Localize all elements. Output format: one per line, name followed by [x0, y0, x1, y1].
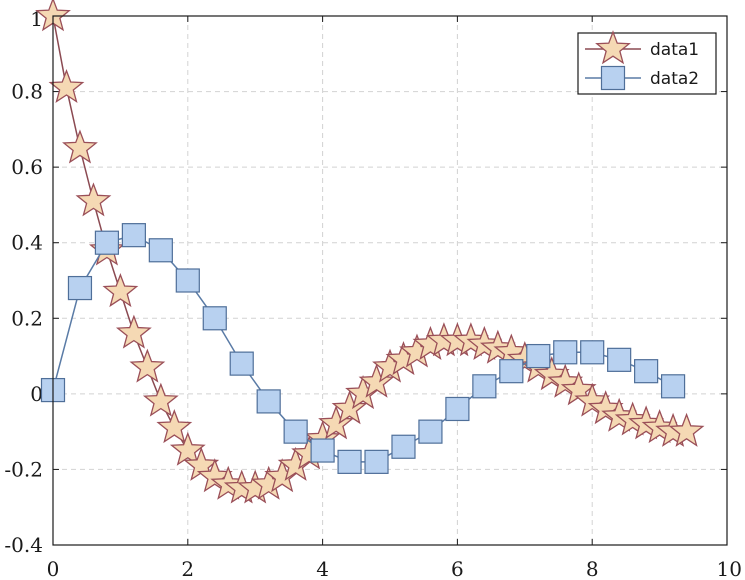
- series-data2: [40, 223, 686, 474]
- x-tick-label: 10: [717, 557, 742, 580]
- data2-point: [148, 238, 173, 263]
- x-tick-label: 6: [451, 557, 464, 580]
- data2-point: [607, 347, 632, 372]
- plot-background: [53, 16, 727, 545]
- data2-point: [256, 389, 281, 414]
- y-tick-label: -0.4: [4, 533, 43, 557]
- legend-label-data1: data1: [650, 40, 699, 60]
- data1-point: [115, 314, 152, 349]
- data1-point: [75, 182, 112, 217]
- data2-point: [499, 359, 524, 384]
- data2-point: [175, 268, 200, 293]
- x-tick-label: 8: [586, 557, 599, 580]
- y-tick-label: 0.2: [11, 306, 43, 330]
- data1-point: [62, 129, 98, 164]
- x-tick-label: 0: [47, 557, 60, 580]
- data2-point: [337, 449, 362, 474]
- data1-point: [48, 68, 85, 104]
- legend: data1 data2: [577, 30, 717, 95]
- plot-frame: [52, 15, 728, 546]
- data2-point: [310, 438, 335, 463]
- series-data1: [35, 0, 705, 504]
- data2-point: [391, 434, 416, 459]
- data1-point: [169, 431, 206, 466]
- data1-point: [358, 363, 395, 398]
- data1-point: [318, 405, 354, 440]
- data2-point: [94, 230, 120, 255]
- data2-point: [202, 306, 227, 331]
- data1-point: [102, 273, 139, 308]
- data1-point: [331, 390, 368, 425]
- legend-marker-data1: [595, 30, 631, 65]
- data2-point: [526, 343, 551, 369]
- x-tick-label: 2: [181, 557, 194, 580]
- data2-point: [580, 340, 605, 365]
- data1-point: [129, 348, 166, 383]
- data2-point: [634, 359, 659, 384]
- y-tick-labels: -0.4-0.200.20.40.60.81: [4, 7, 43, 557]
- data2-point: [472, 374, 497, 399]
- data1-point: [668, 412, 705, 447]
- y-tick-label: 0.8: [11, 80, 43, 104]
- legend-label-data2: data2: [650, 69, 699, 89]
- data1-point: [156, 409, 193, 444]
- data2-point: [364, 449, 389, 474]
- data2-point: [283, 419, 308, 444]
- data1-point: [142, 382, 179, 417]
- data2-point: [229, 351, 254, 376]
- data2-point: [121, 223, 146, 248]
- y-tick-label: 0: [30, 382, 43, 406]
- y-tick-label: -0.2: [4, 457, 43, 481]
- y-tick-label: 0.6: [11, 155, 43, 179]
- series-layer: [35, 0, 705, 504]
- data2-point: [418, 419, 443, 444]
- x-tick-labels: 0 2 4 6 8 10: [47, 557, 742, 580]
- data2-point: [67, 275, 93, 301]
- y-tick-label: 0.4: [11, 231, 43, 255]
- data2-point: [660, 374, 686, 399]
- legend-marker-data2: [600, 65, 626, 91]
- data2-point: [553, 340, 578, 365]
- x-tick-label: 4: [316, 557, 329, 580]
- data2-point: [445, 396, 470, 422]
